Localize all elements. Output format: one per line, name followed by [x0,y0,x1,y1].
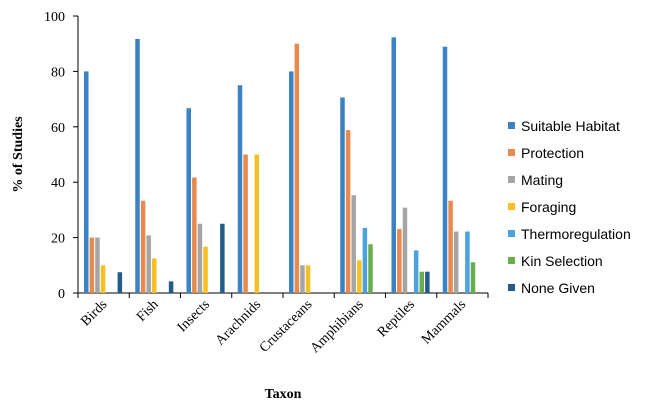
x-tick-label: Mammals [419,297,469,347]
bar [300,265,305,293]
legend-swatch [508,176,515,183]
bar [254,154,260,293]
x-tick-label: Amphibians [308,297,367,356]
y-tick-label: 40 [51,176,65,191]
bar [237,85,243,293]
bar [186,108,191,293]
y-tick-label: 100 [44,10,65,25]
bar [305,265,311,293]
bar [442,46,448,293]
bar [243,154,248,293]
bar [140,200,146,293]
bar [146,235,151,293]
legend-label: Mating [521,172,563,188]
bar [351,195,356,293]
y-tick-label: 20 [51,232,65,247]
x-axis-ticks: Birds Fish Insects ArachnidsCrustaceansAmph… [77,293,489,356]
bar [117,272,123,293]
bar [419,271,424,293]
bar [289,71,294,294]
y-tick-label: 0 [58,287,65,302]
bar [425,271,430,293]
bar [340,97,345,293]
bar [220,223,225,293]
bar [345,130,351,293]
legend-label: None Given [521,280,595,296]
y-tick-label: 80 [51,65,65,80]
y-axis-ticks: 0 20 40 60 80 100 [44,10,78,302]
legend-label: Thermoregulation [521,226,631,242]
bar [84,71,89,294]
x-axis-title: Taxon [265,387,302,402]
legend-swatch [508,284,515,291]
x-tick-label: Fish [134,297,162,325]
bar [402,207,408,293]
bar [465,231,470,293]
bar [357,260,362,293]
bar [453,231,459,293]
bars [84,37,476,294]
bar [294,43,300,294]
x-tick-label: Crustaceans [257,297,315,355]
bar [95,237,100,293]
legend-swatch [508,203,515,210]
x-tick-label: Arachnids [213,297,264,348]
legend-label: Suitable Habitat [521,118,620,134]
bar [413,250,419,293]
bar [362,227,368,293]
x-tick-label: Birds [78,297,110,329]
legend-swatch [508,257,515,264]
legend-label: Kin Selection [521,253,603,269]
bar [203,246,208,293]
bar [368,244,373,293]
bar [89,237,95,293]
bar [397,229,402,293]
x-tick-label: Reptiles [375,297,418,340]
bar [470,262,476,293]
bar [391,37,396,294]
legend-swatch [508,122,515,129]
bar [168,281,174,293]
bar [135,38,140,294]
y-tick-label: 60 [51,121,65,136]
bar [152,258,157,293]
bar [448,200,453,293]
legend-label: Protection [521,145,584,161]
bar [100,265,106,293]
legend-swatch [508,230,515,237]
legend-swatch [508,149,515,156]
legend-label: Foraging [521,199,576,215]
y-axis-title: % of Studies [11,116,26,193]
x-tick-label: Insects [175,297,213,335]
bar [197,223,203,293]
legend: Suitable Habitat Protection Mating Foraging… [508,118,631,296]
bar [192,177,197,293]
